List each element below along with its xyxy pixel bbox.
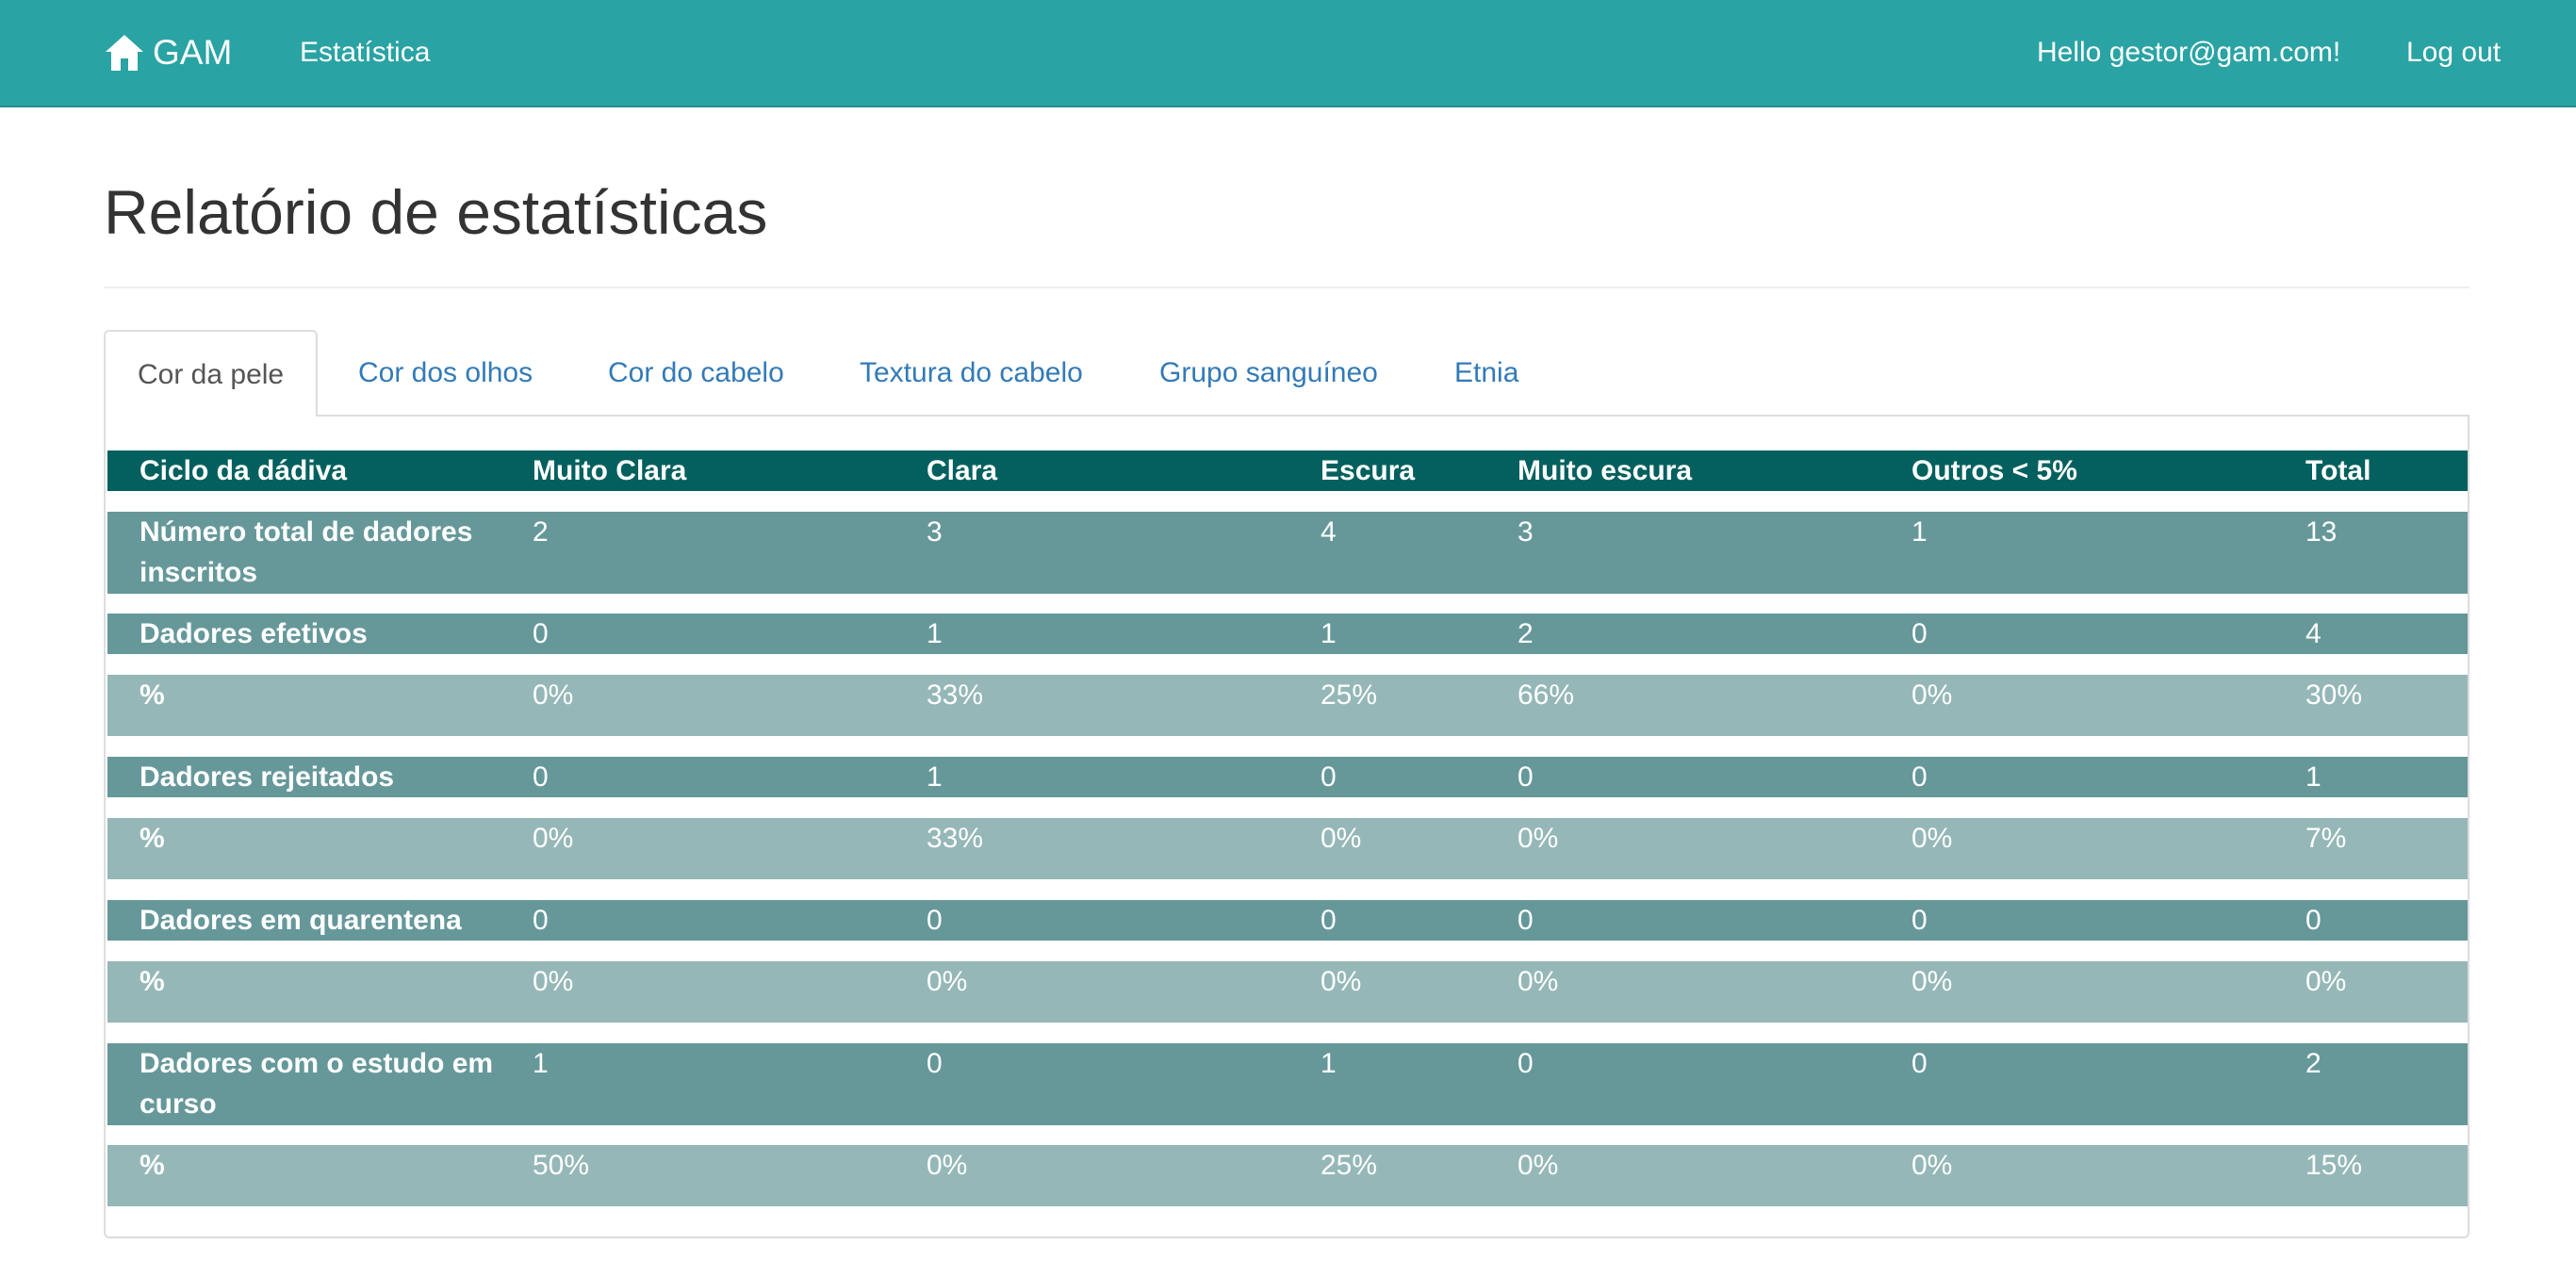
table-cell: 0%	[533, 966, 574, 997]
table-cell: 0	[1911, 761, 1928, 793]
table-row: % 50% 0% 25% 0% 0% 15%	[107, 1145, 2468, 1206]
tab-cor-da-pele[interactable]: Cor da pele	[104, 330, 319, 418]
table-cell: 0	[1911, 1048, 1928, 1079]
table-cell: 0	[2305, 905, 2322, 936]
table-cell: 0	[927, 1048, 943, 1079]
title-divider	[104, 287, 2469, 288]
table-cell: 0%	[1321, 966, 1362, 997]
table-cell: 0%	[1911, 823, 1953, 854]
home-icon	[106, 35, 143, 71]
tab-cor-do-cabelo[interactable]: Cor do cabelo	[608, 357, 784, 388]
table-cell: 2	[533, 516, 549, 548]
table-cell: 1	[1911, 516, 1928, 548]
table-cell: 1	[1321, 1048, 1337, 1079]
logout-link[interactable]: Log out	[2406, 37, 2502, 68]
row-label: %	[139, 823, 165, 854]
table-row: Dadores efetivos 0 1 1 2 0 4	[107, 614, 2468, 654]
row-label: Dadores rejeitados	[139, 761, 395, 793]
table-cell: 0	[1518, 1048, 1534, 1079]
table-row: % 0% 33% 0% 0% 0% 7%	[107, 818, 2468, 879]
table-row: Dadores com o estudo em curso 1 0 1 0 0 …	[107, 1043, 2468, 1125]
table-cell: 0	[927, 905, 943, 936]
table-cell: 50%	[533, 1150, 590, 1181]
table-cell: 0	[1321, 761, 1337, 793]
table-cell: 0%	[1518, 1150, 1559, 1181]
table-cell: 0	[533, 761, 549, 793]
table-cell: 33%	[927, 823, 984, 854]
table-row: % 0% 0% 0% 0% 0% 0%	[107, 961, 2468, 1023]
table-row: Dadores em quarentena 0 0 0 0 0 0	[107, 900, 2468, 941]
table-cell: 1	[927, 618, 943, 649]
table-cell: 0	[1911, 618, 1928, 649]
nav-link-statistics[interactable]: Estatística	[300, 37, 431, 68]
table-row: % 0% 33% 25% 66% 0% 30%	[107, 675, 2468, 736]
row-label: %	[139, 1150, 165, 1181]
table-cell: 0%	[1911, 679, 1953, 711]
table-cell: 0	[533, 905, 549, 936]
table-cell: 13	[2305, 516, 2338, 548]
table-cell: 66%	[1518, 679, 1575, 711]
table-cell: 0%	[533, 679, 574, 711]
table-cell: 0	[1321, 905, 1337, 936]
table-cell: 0	[1518, 905, 1534, 936]
table-header-row: Ciclo da dádiva Muito Clara Clara Escura…	[107, 450, 2468, 491]
table-cell: 0%	[1911, 966, 1953, 997]
table-cell: 0	[1518, 761, 1534, 793]
table-cell: 7%	[2305, 823, 2347, 854]
tab-grupo-sanguineo[interactable]: Grupo sanguíneo	[1159, 357, 1378, 388]
table-cell: 4	[2305, 618, 2322, 649]
row-label: Dadores efetivos	[139, 618, 368, 649]
table-cell: 25%	[1321, 679, 1378, 711]
tab-bar: Cor da pele Cor dos olhos Cor do cabelo …	[104, 330, 2469, 418]
table-cell: 2	[2305, 1048, 2322, 1079]
table-cell: 2	[1518, 618, 1534, 649]
table-cell: 33%	[927, 679, 984, 711]
table-row: Número total de dadores inscritos 2 3 4 …	[107, 512, 2468, 594]
tab-cor-dos-olhos[interactable]: Cor dos olhos	[358, 357, 533, 388]
column-header: Outros < 5%	[1911, 455, 2077, 486]
tab-etnia[interactable]: Etnia	[1454, 357, 1519, 388]
row-label: %	[139, 966, 165, 997]
table-cell: 3	[1518, 516, 1534, 548]
table-cell: 30%	[2305, 679, 2363, 711]
row-label: Dadores com o estudo em curso	[139, 1048, 494, 1120]
table-cell: 0%	[1518, 966, 1559, 997]
user-greeting-link[interactable]: Hello gestor@gam.com!	[2037, 37, 2341, 68]
column-header: Muito Clara	[533, 455, 687, 486]
table-cell: 0%	[1518, 823, 1559, 854]
table-cell: 0%	[927, 966, 968, 997]
column-header: Escura	[1321, 455, 1416, 486]
table-cell: 1	[1321, 618, 1337, 649]
table-cell: 1	[2305, 761, 2322, 793]
table-cell: 0	[1911, 905, 1928, 936]
table-cell: 0%	[927, 1150, 968, 1181]
column-header: Clara	[927, 455, 998, 486]
brand-link[interactable]: GAM	[104, 28, 232, 77]
row-label: %	[139, 679, 165, 711]
brand-label: GAM	[153, 33, 233, 72]
page-title: Relatório de estatísticas	[104, 177, 768, 247]
row-label: Número total de dadores inscritos	[139, 516, 473, 588]
column-header: Muito escura	[1518, 455, 1693, 486]
table-cell: 0%	[2305, 966, 2347, 997]
table-cell: 1	[533, 1048, 549, 1079]
table-cell: 25%	[1321, 1150, 1378, 1181]
tab-textura-do-cabelo[interactable]: Textura do cabelo	[860, 357, 1083, 388]
table-cell: 3	[927, 516, 943, 548]
table-cell: 4	[1321, 516, 1337, 548]
table-cell: 0	[533, 618, 549, 649]
table-cell: 15%	[2305, 1150, 2363, 1181]
column-header: Total	[2305, 455, 2371, 486]
top-navbar: GAM Estatística Hello gestor@gam.com! Lo…	[0, 0, 2576, 107]
table-row: Dadores rejeitados 0 1 0 0 0 1	[107, 757, 2468, 797]
column-header: Ciclo da dádiva	[139, 455, 348, 486]
table-cell: 0%	[1321, 823, 1362, 854]
table-cell: 1	[927, 761, 943, 793]
table-cell: 0%	[1911, 1150, 1953, 1181]
statistics-table: Ciclo da dádiva Muito Clara Clara Escura…	[104, 417, 2469, 1238]
row-label: Dadores em quarentena	[139, 905, 462, 936]
table-cell: 0%	[533, 823, 574, 854]
